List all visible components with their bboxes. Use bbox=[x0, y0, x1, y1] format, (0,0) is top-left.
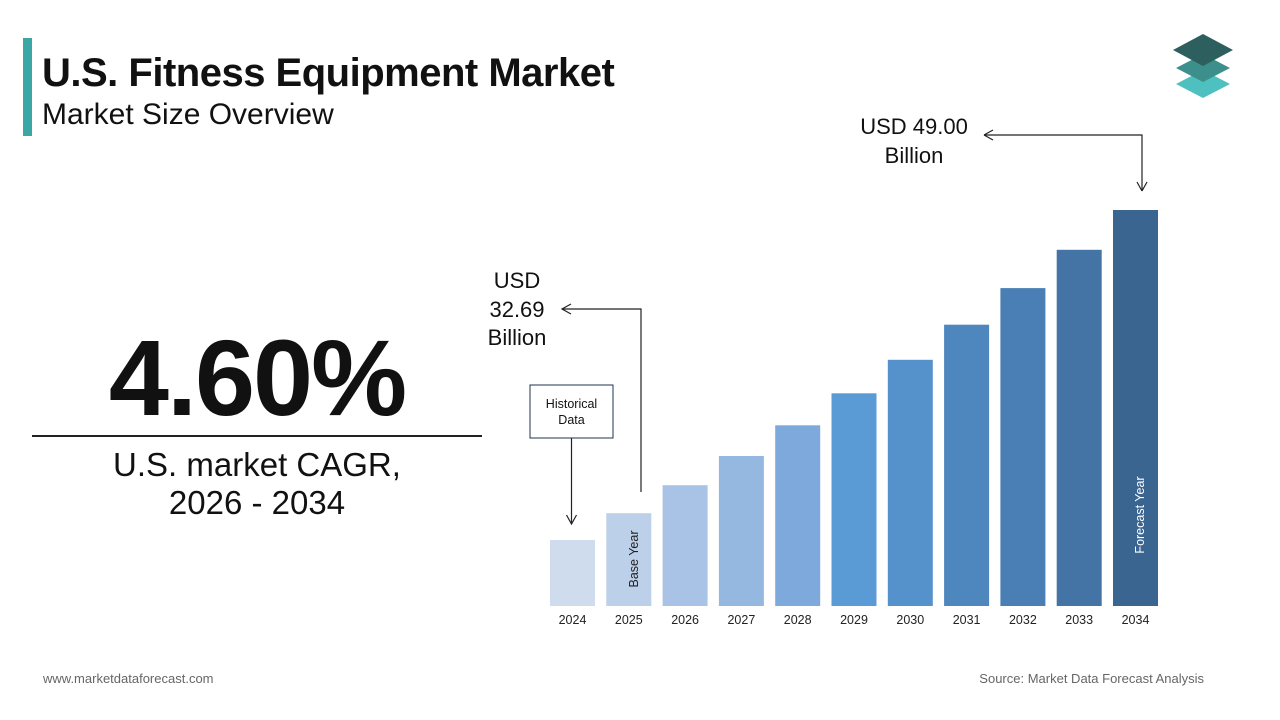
bar-2034 bbox=[1113, 210, 1158, 606]
bar-2025 bbox=[606, 513, 652, 606]
page-subtitle: Market Size Overview bbox=[42, 98, 334, 131]
start-value-arrow bbox=[560, 303, 642, 492]
start-value-line3: Billion bbox=[488, 325, 547, 350]
end-value-line1: USD 49.00 bbox=[860, 114, 968, 139]
end-value-arrow-down-head-b bbox=[1141, 181, 1148, 192]
bars-layer bbox=[550, 210, 1158, 607]
page-title: U.S. Fitness Equipment Market bbox=[42, 51, 615, 95]
x-tick-label-2034: 2034 bbox=[1122, 613, 1150, 627]
cagr-label-line1: U.S. market CAGR, bbox=[113, 446, 401, 483]
bar-2029 bbox=[831, 393, 877, 606]
title-accent-bar bbox=[23, 38, 32, 136]
x-tick-label-2031: 2031 bbox=[953, 613, 981, 627]
logo-layer-middle bbox=[1176, 54, 1230, 82]
stacked-layers-logo-icon bbox=[1173, 34, 1233, 98]
cagr-divider bbox=[32, 435, 482, 437]
x-tick-label-2030: 2030 bbox=[896, 613, 924, 627]
forecast-year-label: Forecast Year bbox=[1133, 476, 1147, 553]
x-tick-label-2029: 2029 bbox=[840, 613, 868, 627]
bar-2026 bbox=[662, 485, 708, 606]
historical-data-label-line2: Data bbox=[558, 413, 584, 427]
bar-2031 bbox=[944, 324, 990, 606]
start-value-line2: 32.69 bbox=[489, 297, 544, 322]
end-value-arrow-left-head bbox=[983, 129, 994, 136]
logo-layer-top bbox=[1173, 34, 1233, 66]
logo-layer-bottom bbox=[1176, 70, 1230, 98]
cagr-label-line2: 2026 - 2034 bbox=[168, 484, 346, 521]
x-tick-label-2028: 2028 bbox=[784, 613, 812, 627]
footer-website: www.marketdataforecast.com bbox=[43, 671, 214, 686]
cagr-value: 4.60% bbox=[108, 317, 407, 438]
historical-data-label-line1: Historical bbox=[546, 397, 597, 411]
x-tick-label-2025: 2025 bbox=[615, 613, 643, 627]
end-value-arrow bbox=[984, 134, 1143, 191]
bar-2033 bbox=[1056, 249, 1102, 607]
x-axis-tick-labels: 2024 2025 2026 2027 2028 2029 2030 2031 2032 2033… bbox=[559, 613, 1150, 627]
bar-2027 bbox=[718, 456, 764, 606]
x-tick-label-2033: 2033 bbox=[1065, 613, 1093, 627]
end-value-line2: Billion bbox=[885, 143, 944, 168]
x-tick-label-2027: 2027 bbox=[727, 613, 755, 627]
bar-2030 bbox=[887, 359, 933, 606]
historical-data-box bbox=[529, 384, 614, 439]
bar-2024 bbox=[550, 540, 595, 606]
base-year-label: Base Year bbox=[627, 531, 641, 588]
x-tick-label-2026: 2026 bbox=[671, 613, 699, 627]
end-value-arrow-left-head-b bbox=[983, 134, 994, 141]
footer-source: Source: Market Data Forecast Analysis bbox=[979, 671, 1204, 686]
x-tick-label-2032: 2032 bbox=[1009, 613, 1037, 627]
start-value-line1: USD bbox=[494, 268, 540, 293]
end-value-arrow-down-head bbox=[1136, 181, 1143, 192]
cagr-label: U.S. market CAGR, 2026 - 2034 bbox=[32, 446, 482, 522]
bar-2032 bbox=[1000, 288, 1046, 606]
x-tick-label-2024: 2024 bbox=[559, 613, 587, 627]
bar-2028 bbox=[775, 425, 821, 606]
